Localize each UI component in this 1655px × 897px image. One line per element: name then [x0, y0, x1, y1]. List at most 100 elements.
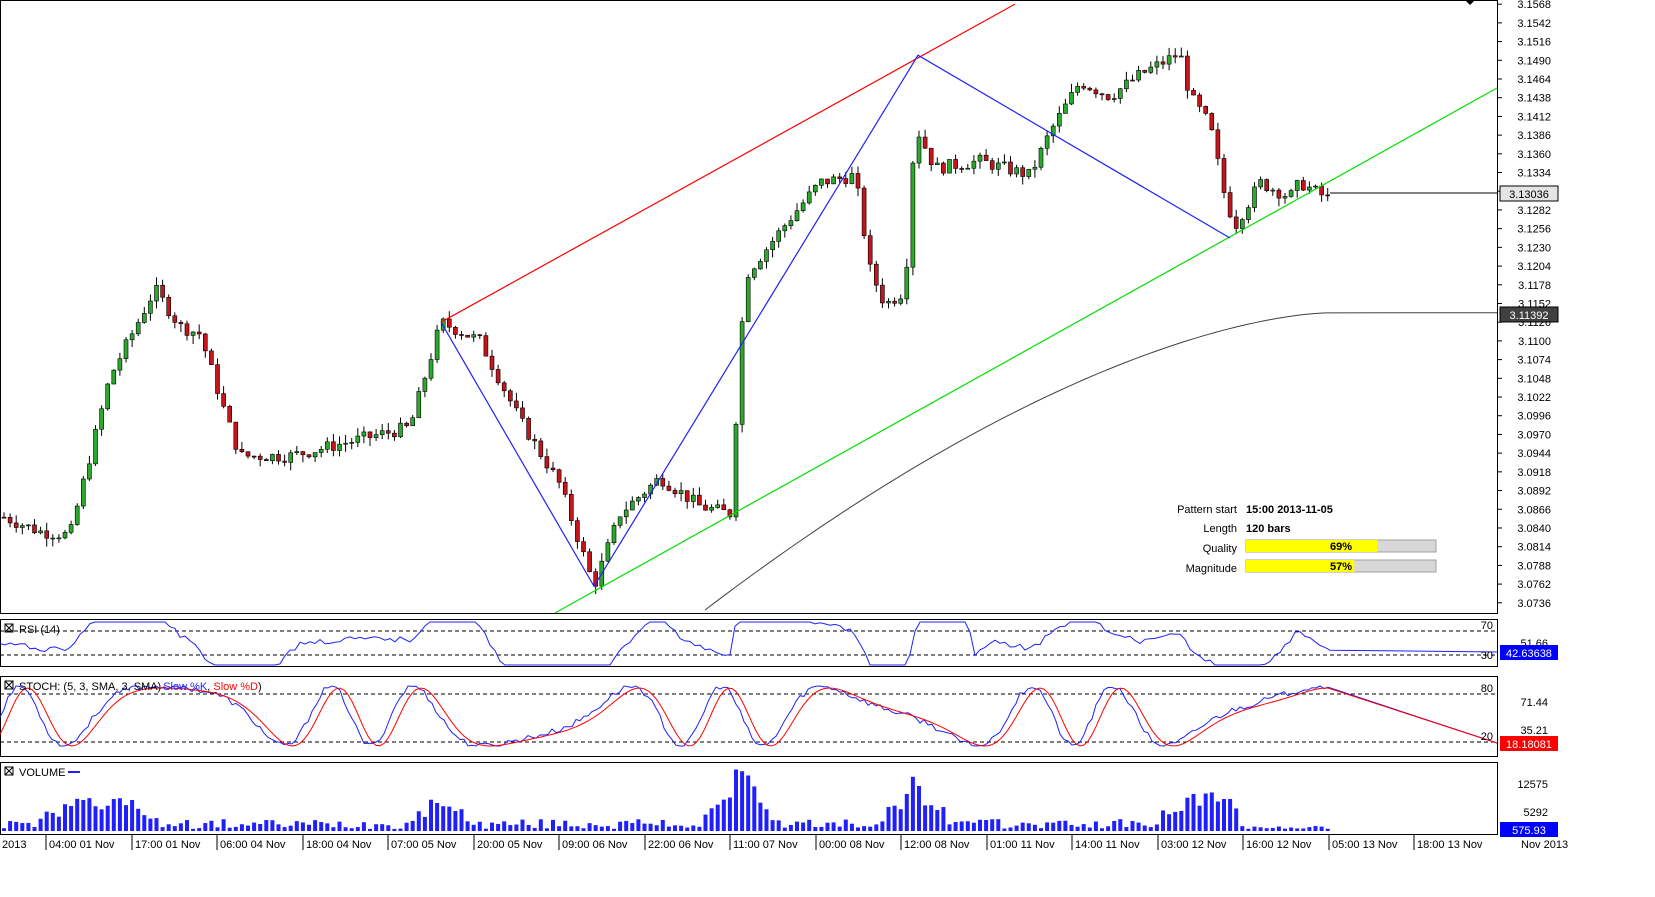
bear-candle: [166, 294, 171, 319]
volume-bar: [654, 825, 659, 831]
volume-bar: [227, 827, 232, 831]
volume-bar: [197, 828, 202, 831]
volume-bar: [1185, 797, 1190, 831]
bear-candle: [263, 458, 269, 462]
stoch-indicator: [0, 685, 1498, 747]
volume-bar: [764, 809, 769, 831]
time-tick-label: 2013: [2, 839, 26, 851]
price-tick-label: 3.1438: [1517, 93, 1551, 105]
bear-candle: [1160, 56, 1166, 70]
volume-bar: [453, 810, 458, 831]
volume-bar: [117, 798, 122, 831]
price-tick-label: 3.1334: [1517, 168, 1551, 180]
bull-candle: [1075, 82, 1080, 96]
volume-bar: [209, 820, 214, 831]
volume-bar: [1197, 805, 1202, 831]
magnitude-bar: [1246, 560, 1355, 572]
volume-bar: [1045, 822, 1050, 831]
volume-bar: [1240, 826, 1245, 831]
time-tick-label: 09:00 06 Nov: [562, 839, 628, 851]
bull-candle: [812, 184, 818, 196]
volume-bar: [1295, 828, 1300, 831]
bear-candle: [495, 364, 501, 386]
volume-bar: [514, 824, 519, 831]
bull-candle: [56, 534, 62, 543]
bull-candle: [1057, 106, 1062, 133]
volume-bar: [1209, 792, 1214, 831]
volume-bar: [703, 814, 708, 831]
price-tick-label: 3.1516: [1517, 37, 1551, 49]
volume-bar: [1148, 827, 1153, 831]
bear-candle: [928, 147, 934, 172]
bull-candle: [416, 387, 422, 419]
volume-title: VOLUME: [4, 766, 80, 779]
volume-bar: [93, 806, 98, 831]
bear-candle: [184, 320, 190, 341]
volume-bar: [715, 804, 720, 831]
bull-candle: [324, 437, 330, 453]
volume-bar: [910, 776, 915, 831]
volume-bar: [124, 805, 128, 831]
price-tick-label: 3.1074: [1517, 355, 1551, 367]
volume-bar: [587, 823, 592, 831]
volume-bar: [368, 828, 372, 831]
volume-bar: [1100, 828, 1104, 831]
scroll-marker-icon: [1465, 0, 1475, 5]
bear-candle: [727, 508, 733, 520]
magnitude-value: 57%: [1330, 561, 1352, 573]
bull-candle: [471, 330, 477, 342]
rsi-line: [0, 621, 1498, 666]
bear-candle: [556, 468, 562, 489]
bull-candle: [690, 487, 696, 508]
time-tick-label: 18:00 13 Nov: [1417, 839, 1483, 851]
volume-bar: [1191, 793, 1196, 831]
time-tick-label: 17:00 01 Nov: [135, 839, 201, 851]
bear-candle: [300, 450, 306, 463]
volume-bar: [185, 820, 189, 831]
bull-candle: [806, 185, 812, 205]
volume-bar: [593, 825, 598, 831]
volume-bar: [1319, 826, 1324, 831]
volume-bar: [1014, 825, 1019, 831]
bear-candle: [1301, 176, 1306, 192]
time-tick-label: 16:00 12 Nov: [1246, 839, 1312, 851]
volume-bar: [343, 827, 348, 831]
volume-bar: [160, 827, 165, 831]
bull-candle: [50, 534, 56, 547]
bull-candle: [1288, 188, 1294, 198]
volume-level-mid: 5292: [1524, 807, 1548, 819]
bull-candle: [68, 520, 74, 535]
volume-bar: [819, 826, 824, 831]
bear-candle: [514, 392, 519, 412]
stoch-level-80: 80: [1481, 683, 1493, 695]
bear-candle: [1233, 209, 1239, 235]
volume-bar: [142, 815, 147, 831]
bear-candle: [178, 320, 184, 333]
volume-bar: [605, 826, 610, 831]
bull-candle: [428, 353, 434, 381]
quality-bar: [1246, 540, 1378, 552]
bull-candle: [977, 152, 983, 169]
length-value: 120 bars: [1246, 523, 1291, 535]
volume-bar: [471, 824, 476, 831]
volume-bar: [551, 819, 555, 831]
bull-candle: [123, 336, 129, 363]
length-label: Length: [1203, 523, 1237, 535]
bear-candle: [1099, 92, 1105, 101]
bull-candle: [1240, 217, 1245, 234]
bull-candle: [1282, 192, 1288, 204]
bull-candle: [1252, 182, 1257, 213]
bear-candle: [520, 400, 525, 422]
volume-bar: [178, 823, 183, 831]
bull-candle: [1002, 154, 1007, 165]
bear-candle: [538, 437, 544, 460]
volume-bar: [685, 827, 690, 831]
bear-candle: [215, 358, 220, 400]
volume-bar: [1289, 827, 1294, 831]
bear-candle: [1130, 74, 1135, 82]
svg-text:575.93: 575.93: [1512, 825, 1546, 837]
bear-candle: [1191, 87, 1196, 96]
bear-candle: [941, 161, 946, 176]
rsi-level-70: 70: [1481, 620, 1493, 632]
